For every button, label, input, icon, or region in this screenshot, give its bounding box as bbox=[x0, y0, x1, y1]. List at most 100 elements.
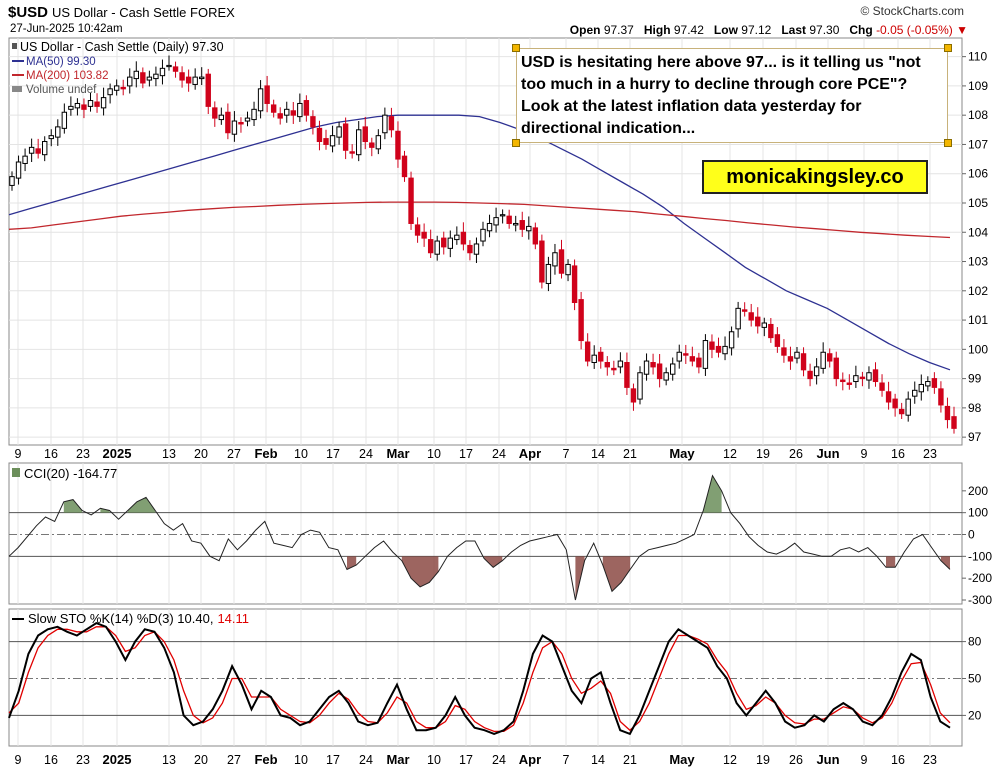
x-tick-label: 2025 bbox=[103, 752, 132, 767]
candle-up bbox=[493, 217, 499, 226]
candle-up bbox=[159, 67, 166, 77]
x-tick-label: 20 bbox=[194, 753, 208, 767]
candle-down bbox=[349, 151, 355, 154]
legend-volume-swatch bbox=[12, 86, 22, 92]
candle-up bbox=[434, 240, 440, 255]
candle-down bbox=[388, 116, 395, 131]
candle-up bbox=[297, 102, 303, 118]
legend-ma200: MA(200) 103.82 bbox=[26, 70, 108, 82]
candle-up bbox=[761, 322, 767, 328]
chart-title: $USD US Dollar - Cash Settle FOREX bbox=[8, 4, 235, 21]
x-tick-label: Apr bbox=[519, 752, 541, 767]
x-tick-label: Feb bbox=[254, 752, 277, 767]
candle-up bbox=[591, 354, 597, 364]
candle-up bbox=[336, 126, 342, 138]
candle-down bbox=[840, 379, 846, 383]
candle-up bbox=[48, 135, 54, 140]
x-tick-label: Jun bbox=[816, 752, 839, 767]
annotation-handle[interactable] bbox=[512, 44, 520, 52]
candle-down bbox=[506, 215, 512, 224]
candle-down bbox=[323, 138, 329, 145]
candle-up bbox=[127, 76, 133, 87]
candle-down bbox=[741, 309, 748, 312]
candle-up bbox=[637, 372, 643, 400]
cci-overbought-fill bbox=[100, 508, 110, 513]
chart-datetime: 27-Jun-2025 10:42am bbox=[10, 23, 123, 35]
candle-up bbox=[9, 176, 15, 186]
candle-down bbox=[172, 66, 179, 72]
candle-down bbox=[395, 130, 401, 160]
candle-down bbox=[303, 100, 310, 116]
candle-down bbox=[467, 244, 473, 254]
candle-down bbox=[650, 362, 656, 368]
x-tick-label: Apr bbox=[519, 446, 541, 461]
x-tick-label: 16 bbox=[44, 753, 58, 767]
candle-down bbox=[624, 362, 630, 388]
candle-down bbox=[140, 72, 146, 84]
candle-down bbox=[212, 107, 218, 119]
candle-up bbox=[866, 372, 872, 381]
x-tick-label: 7 bbox=[563, 753, 570, 767]
candle-down bbox=[604, 362, 610, 368]
candle-down bbox=[441, 237, 447, 248]
candle-down bbox=[800, 353, 807, 371]
y-tick-label: -100 bbox=[968, 549, 992, 563]
x-tick-label: 24 bbox=[492, 447, 506, 461]
candle-up bbox=[663, 372, 669, 381]
annotation-handle[interactable] bbox=[944, 44, 952, 52]
candle-down bbox=[715, 345, 722, 353]
candle-down bbox=[408, 177, 414, 224]
candle-down bbox=[768, 323, 774, 339]
candle-down bbox=[35, 148, 41, 154]
x-tick-label: 23 bbox=[76, 753, 90, 767]
candle-up bbox=[486, 222, 493, 232]
candle-down bbox=[630, 388, 637, 403]
candle-down bbox=[892, 398, 898, 409]
x-tick-label: Mar bbox=[386, 446, 409, 461]
candle-down bbox=[264, 85, 270, 104]
ohlc-readout: Open 97.37 High 97.42 Low 97.12 Last 97.… bbox=[569, 23, 968, 37]
candle-down bbox=[270, 104, 277, 113]
candle-up bbox=[244, 117, 251, 122]
candle-up bbox=[905, 398, 911, 416]
x-tick-label: 23 bbox=[923, 447, 937, 461]
y-tick-label: 98 bbox=[968, 401, 982, 415]
candle-up bbox=[329, 135, 336, 147]
x-tick-label: May bbox=[669, 752, 695, 767]
watermark-box: monicakingsley.co bbox=[702, 160, 928, 194]
candle-up bbox=[670, 363, 676, 375]
annotation-box[interactable]: USD is hesitating here above 97... is it… bbox=[516, 48, 948, 143]
candle-up bbox=[545, 263, 552, 284]
annotation-text: USD is hesitating here above 97... is it… bbox=[521, 54, 921, 137]
x-tick-label: 17 bbox=[326, 753, 340, 767]
annotation-handle[interactable] bbox=[944, 139, 952, 147]
candle-up bbox=[284, 108, 290, 116]
legend-cci: CCI(20) -164.77 bbox=[24, 466, 117, 481]
candle-up bbox=[28, 146, 35, 154]
candle-down bbox=[277, 113, 283, 119]
x-tick-label: Mar bbox=[386, 752, 409, 767]
candle-up bbox=[820, 351, 826, 369]
x-tick-label: 19 bbox=[756, 447, 770, 461]
x-tick-label: 12 bbox=[723, 753, 737, 767]
y-tick-label: 80 bbox=[968, 635, 982, 649]
candle-up bbox=[447, 237, 453, 249]
ma50-line bbox=[8, 114, 951, 371]
x-tick-label: 13 bbox=[162, 753, 176, 767]
annotation-handle[interactable] bbox=[512, 139, 520, 147]
candle-down bbox=[787, 356, 794, 362]
candle-down bbox=[558, 249, 565, 274]
candle-down bbox=[898, 408, 905, 415]
candle-up bbox=[480, 228, 486, 242]
x-tick-label: 10 bbox=[427, 753, 441, 767]
x-tick-label: 23 bbox=[923, 753, 937, 767]
candle-down bbox=[414, 224, 421, 236]
cci-panel: -300 -200 -100 0 100 200 CCI(20) -164.77 bbox=[8, 462, 992, 607]
candle-up bbox=[728, 331, 735, 349]
candle-down bbox=[584, 341, 591, 362]
x-tick-label: 24 bbox=[359, 753, 373, 767]
candle-down bbox=[342, 123, 349, 151]
candle-down bbox=[310, 116, 316, 128]
candle-down bbox=[369, 142, 375, 148]
candle-up bbox=[473, 243, 480, 255]
